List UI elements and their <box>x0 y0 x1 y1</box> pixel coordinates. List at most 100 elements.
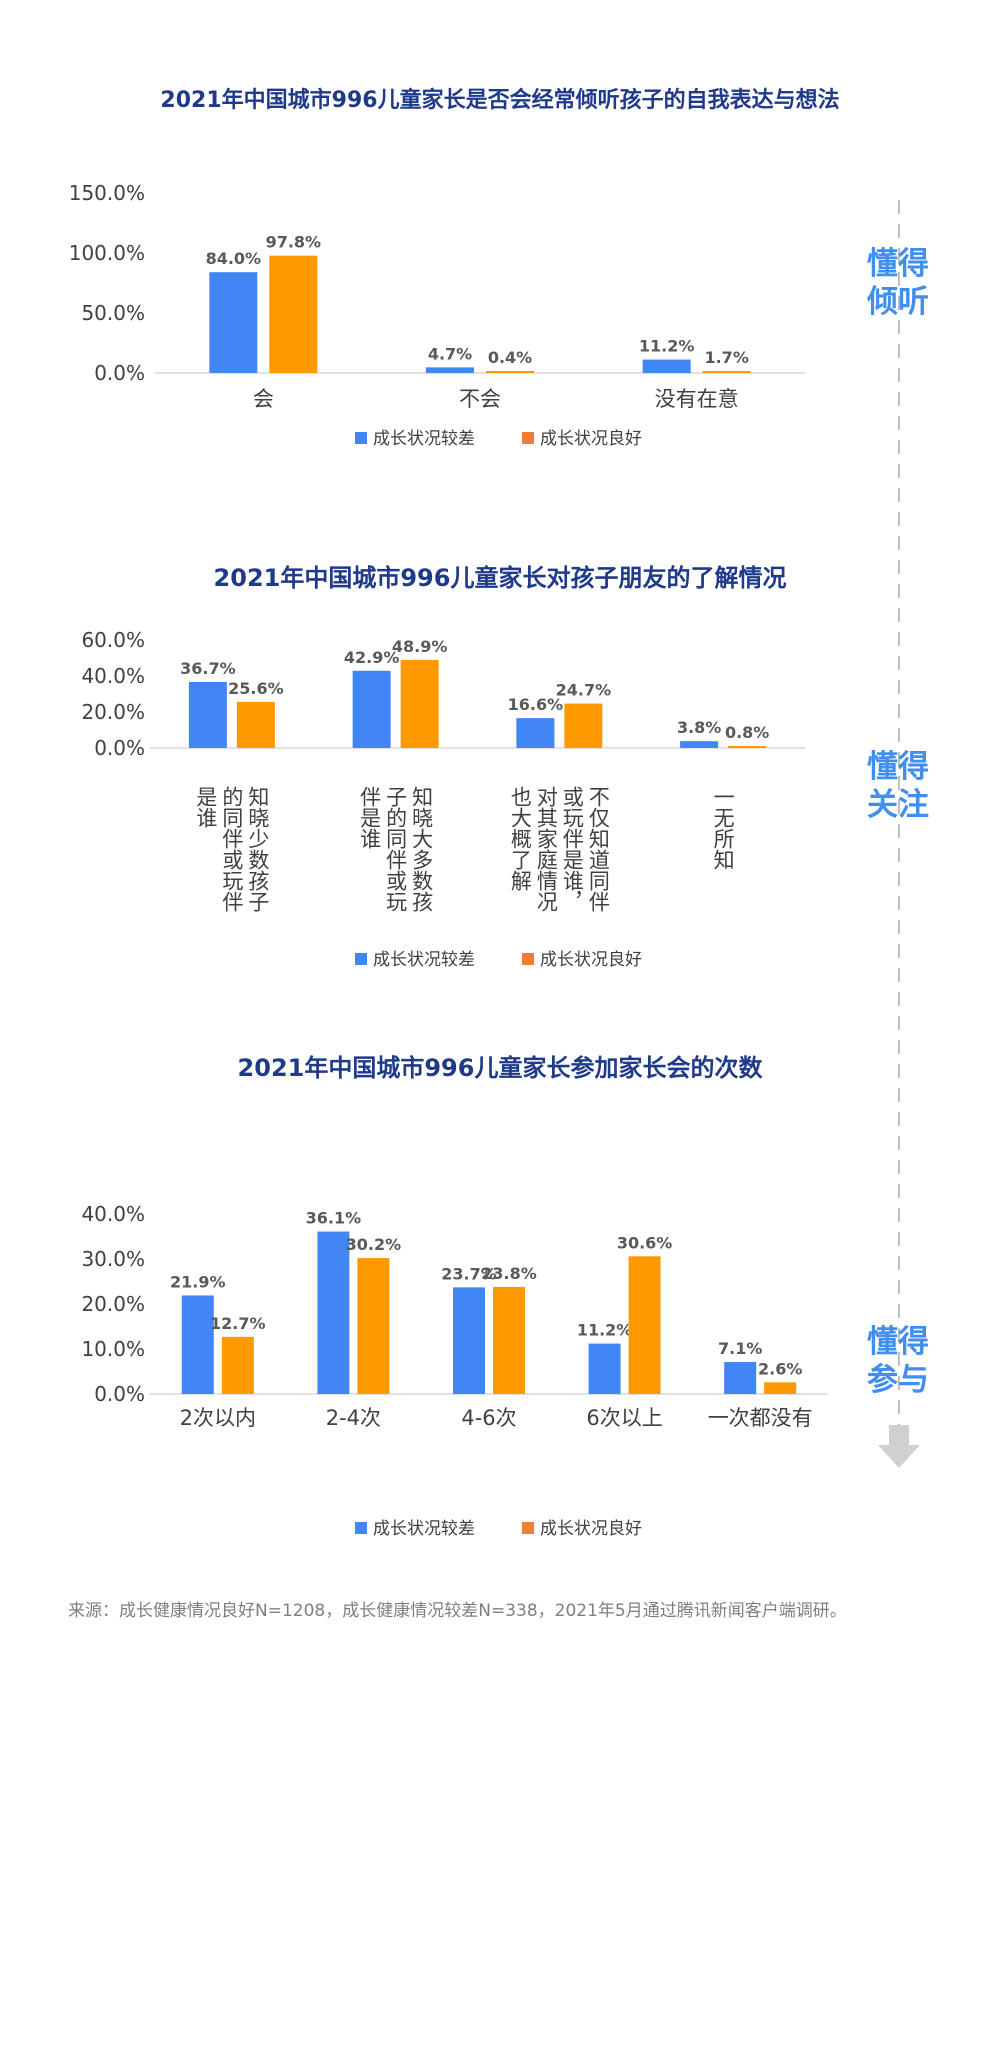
x-category-label: 没有在意 <box>655 387 739 411</box>
side-label-participation: 懂得 参与 <box>853 1323 943 1399</box>
x-category-label-line: 的同伴或玩伴 <box>220 786 244 912</box>
x-category-label-line: 对其家庭情况 <box>534 786 558 912</box>
chart-listening: 2021年中国城市996儿童家长是否会经常倾听孩子的自我表达与想法 0.0% 50… <box>69 87 840 449</box>
chart-title: 2021年中国城市996儿童家长对孩子朋友的了解情况 <box>214 564 787 592</box>
bar-poor <box>352 670 391 748</box>
data-label: 36.7% <box>180 659 236 678</box>
legend-label-good: 成长状况良好 <box>540 429 642 449</box>
data-label: 3.8% <box>677 718 721 737</box>
side-label-listen: 懂得 倾听 <box>853 245 943 321</box>
side-label-line: 关注 <box>867 787 929 823</box>
x-category-label-line: 也大概了解 <box>508 786 532 891</box>
bar-good <box>486 371 534 373</box>
bar-good <box>221 1336 254 1394</box>
data-label: 97.8% <box>266 233 322 252</box>
bar-good <box>269 255 318 373</box>
legend-label-poor: 成长状况较差 <box>373 1519 475 1539</box>
side-label-line: 倾听 <box>867 284 929 320</box>
data-label: 36.1% <box>306 1209 362 1228</box>
x-category-label: 2次以内 <box>180 1406 256 1430</box>
x-category-label-line: 子的同伴或玩 <box>384 786 408 912</box>
x-category-label: 一次都没有 <box>708 1406 813 1430</box>
legend-swatch-poor <box>355 953 367 965</box>
bar-good <box>493 1286 525 1394</box>
y-tick-label: 0.0% <box>94 736 145 760</box>
side-label-line: 懂得 <box>867 1324 929 1360</box>
bar-poor <box>588 1343 621 1394</box>
side-label-line: 懂得 <box>867 749 929 785</box>
y-tick-label: 20.0% <box>81 700 145 724</box>
data-label: 0.8% <box>725 723 769 742</box>
bar-good <box>236 701 275 748</box>
x-category-label: 不会 <box>459 387 501 411</box>
data-label: 30.2% <box>346 1235 402 1254</box>
bar-poor <box>317 1231 350 1394</box>
y-tick-label: 40.0% <box>81 664 145 688</box>
y-tick-label: 150.0% <box>69 181 145 205</box>
y-tick-label: 30.0% <box>81 1247 145 1271</box>
y-tick-label: 100.0% <box>69 241 145 265</box>
bar-poor <box>724 1362 757 1394</box>
data-label: 4.7% <box>428 344 472 363</box>
bar-poor <box>453 1287 485 1394</box>
side-label-line: 懂得 <box>867 246 929 282</box>
data-label: 21.9% <box>170 1272 226 1291</box>
data-label: 7.1% <box>718 1339 762 1358</box>
data-label: 84.0% <box>206 249 262 268</box>
data-label: 30.6% <box>617 1233 673 1252</box>
bar-good <box>400 659 439 748</box>
y-tick-label: 20.0% <box>81 1292 145 1316</box>
legend-swatch-good <box>522 953 534 965</box>
x-category-label: 6次以上 <box>586 1406 662 1430</box>
x-category-label-line: 一无所知 <box>711 786 735 870</box>
legend-label-good: 成长状况良好 <box>540 1519 642 1539</box>
data-label: 0.4% <box>488 348 532 367</box>
data-label: 48.9% <box>392 637 448 656</box>
data-label: 12.7% <box>210 1314 266 1333</box>
x-category-label-line: 不仅知道同伴 <box>586 786 610 912</box>
arrow-down-icon <box>878 1425 920 1468</box>
legend-label-poor: 成长状况较差 <box>373 429 475 449</box>
side-label-attention: 懂得 关注 <box>853 748 943 824</box>
legend-swatch-poor <box>355 432 367 444</box>
side-label-line: 参与 <box>867 1362 929 1398</box>
bar-good <box>728 746 767 748</box>
x-category-label-line: 伴是谁 <box>358 786 382 849</box>
data-label: 1.7% <box>704 348 748 367</box>
bar-poor <box>516 718 555 748</box>
data-label: 11.2% <box>577 1321 633 1340</box>
bar-poor <box>181 1295 214 1394</box>
bar-good <box>564 703 603 748</box>
legend-swatch-good <box>522 432 534 444</box>
y-tick-label: 10.0% <box>81 1337 145 1361</box>
x-category-label-line: 或玩伴是谁， <box>560 786 584 912</box>
chart-title: 2021年中国城市996儿童家长参加家长会的次数 <box>238 1054 764 1082</box>
legend-label-good: 成长状况良好 <box>540 950 642 970</box>
legend-swatch-poor <box>355 1522 367 1534</box>
bar-good <box>764 1382 797 1394</box>
x-category-label: 4-6次 <box>461 1406 516 1430</box>
bar-poor <box>680 741 719 748</box>
x-category-label-line: 知晓少数孩子 <box>246 786 270 912</box>
y-tick-label: 40.0% <box>81 1202 145 1226</box>
data-label: 23.7% <box>441 1264 497 1283</box>
bar-poor <box>188 681 227 748</box>
bar-good <box>357 1258 390 1394</box>
data-label: 2.6% <box>758 1359 802 1378</box>
legend-swatch-good <box>522 1522 534 1534</box>
x-category-label-line: 是谁 <box>194 786 218 828</box>
data-label: 42.9% <box>344 648 400 667</box>
data-label: 16.6% <box>508 695 564 714</box>
chart-friends: 2021年中国城市996儿童家长对孩子朋友的了解情况 0.0% 20.0% 40.0… <box>81 564 805 970</box>
legend-label-poor: 成长状况较差 <box>373 950 475 970</box>
source-note: 来源：成长健康情况良好N=1208，成长健康情况较差N=338，2021年5月通… <box>68 1601 847 1621</box>
y-tick-label: 60.0% <box>81 628 145 652</box>
chart-title: 2021年中国城市996儿童家长是否会经常倾听孩子的自我表达与想法 <box>160 87 839 113</box>
data-label: 11.2% <box>639 337 695 356</box>
x-category-label: 2-4次 <box>326 1406 381 1430</box>
y-tick-label: 0.0% <box>94 1382 145 1406</box>
y-tick-label: 0.0% <box>94 361 145 385</box>
bar-poor <box>426 367 474 373</box>
bar-poor <box>209 272 258 373</box>
